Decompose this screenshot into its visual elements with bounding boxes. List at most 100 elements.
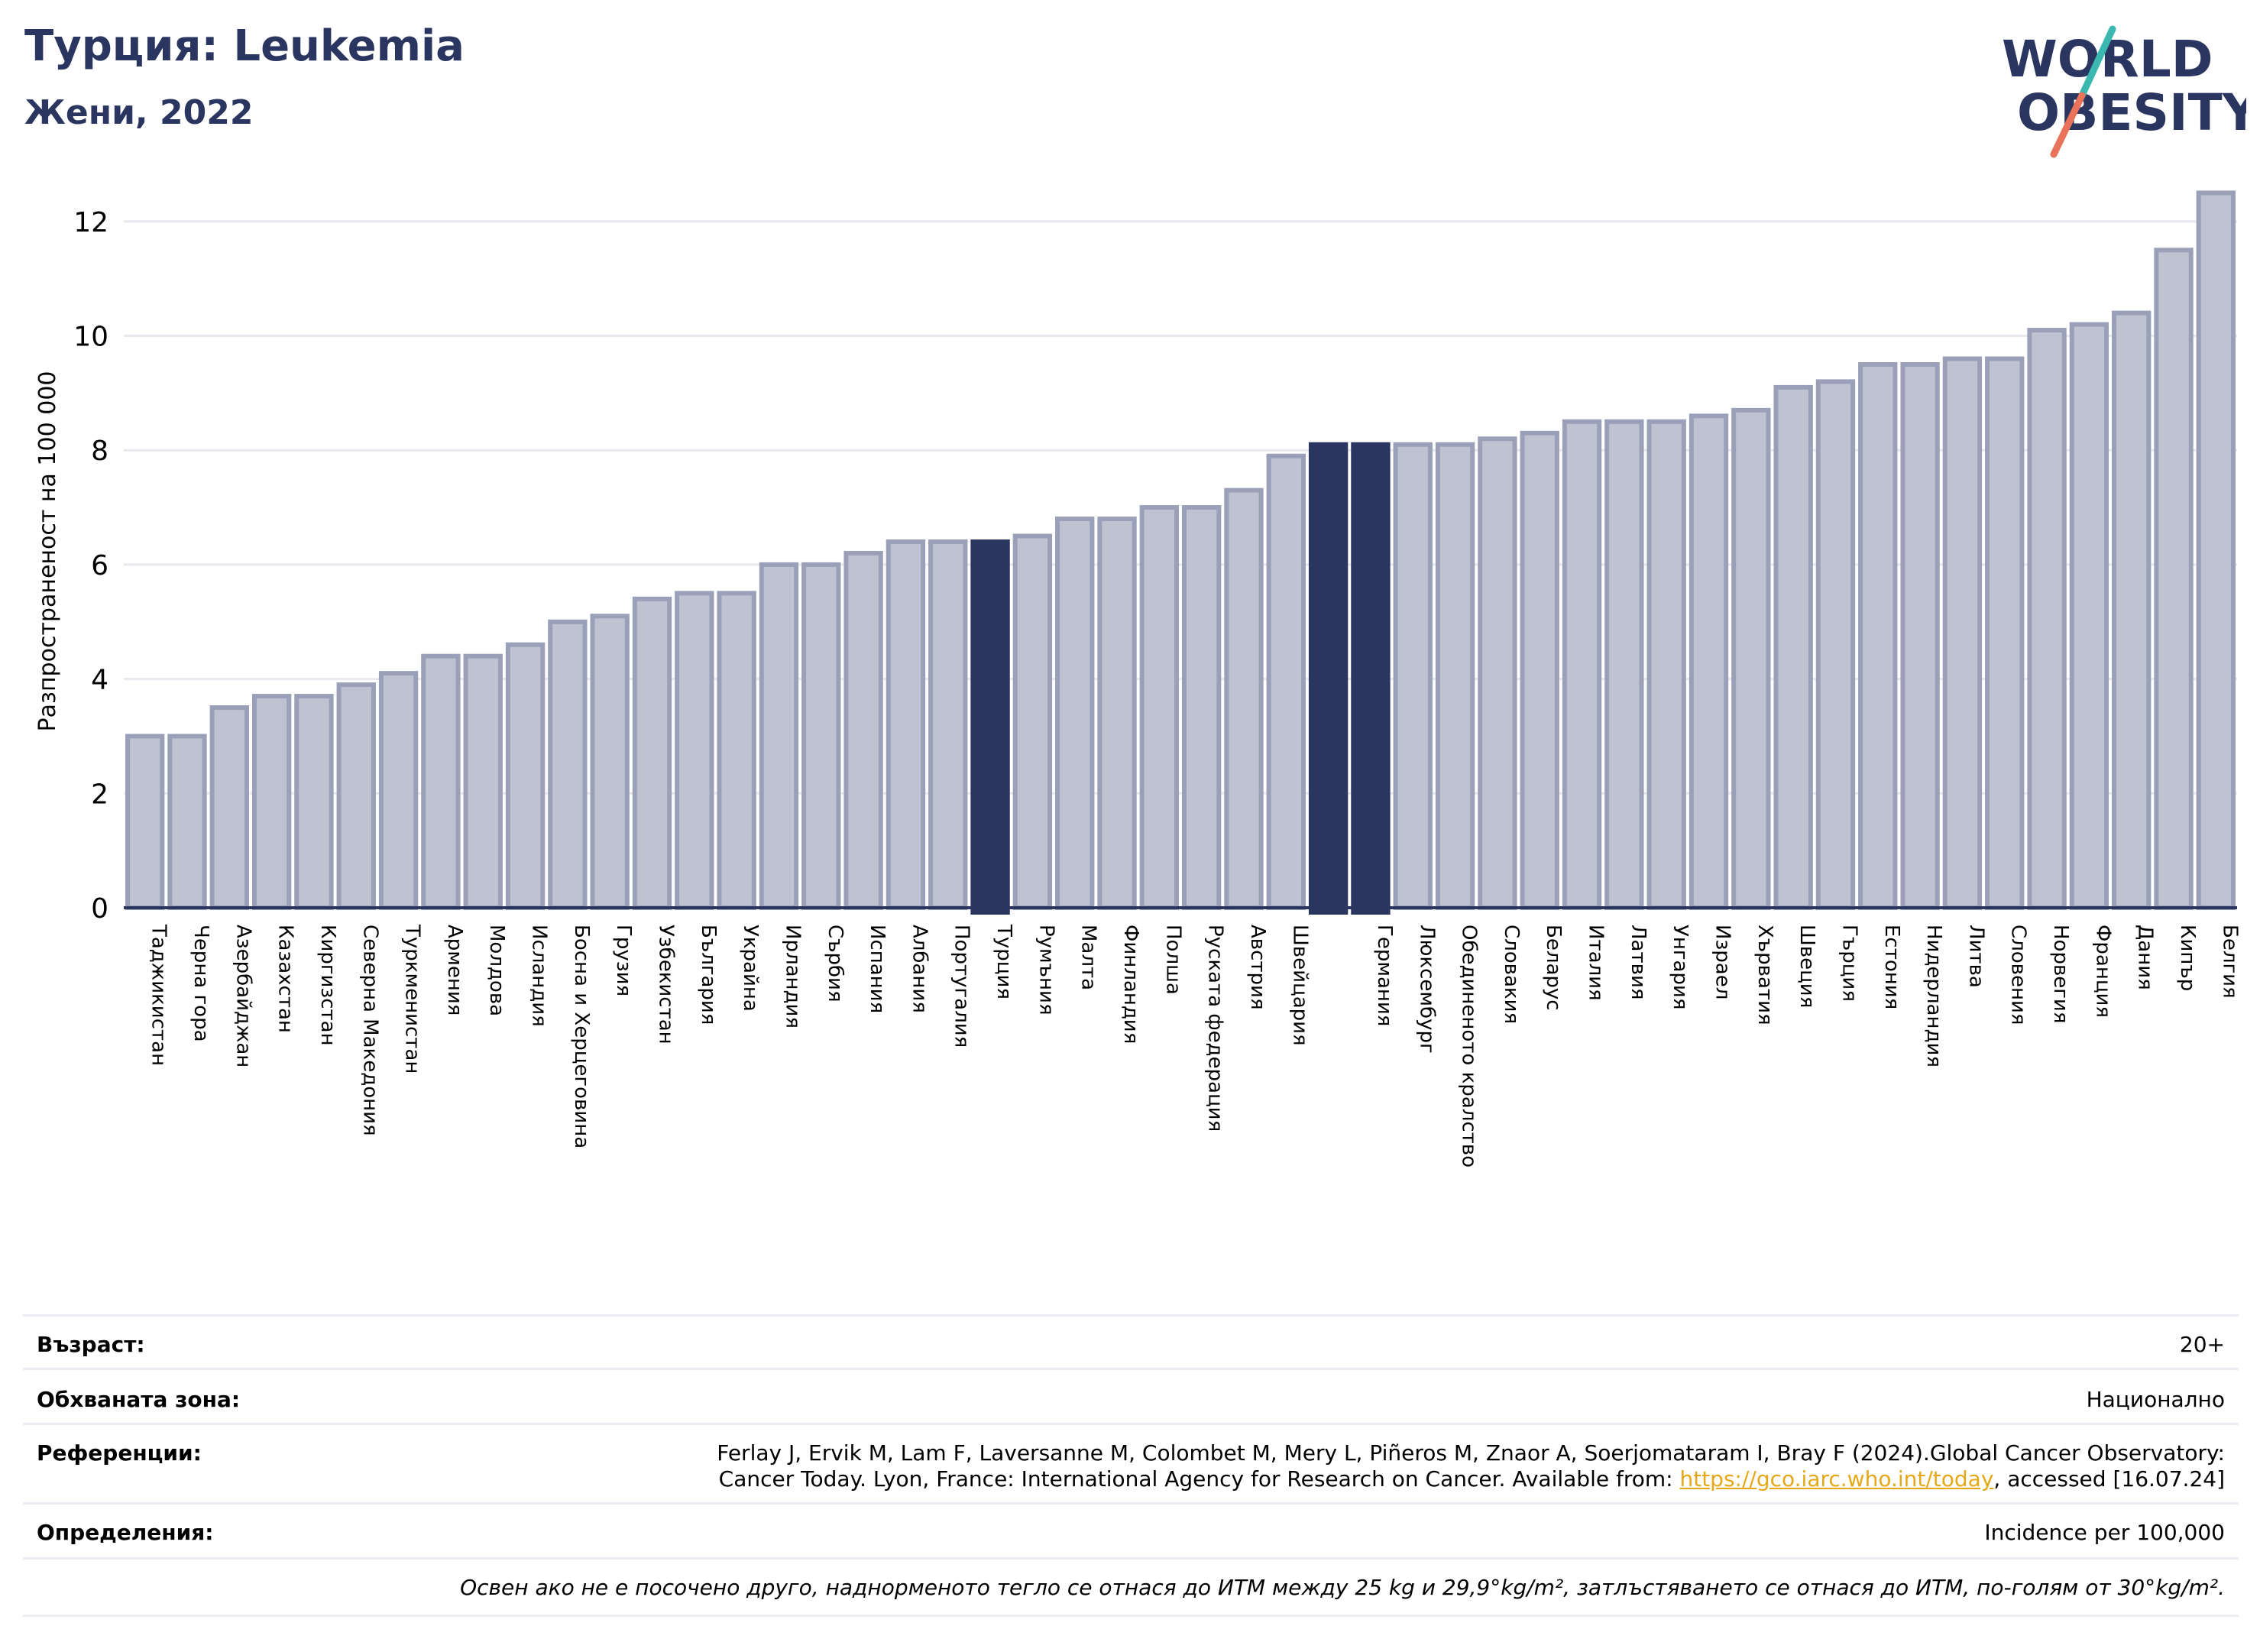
x-tick-label: Малта (1077, 925, 1100, 990)
bar (1942, 356, 1983, 910)
x-tick-label: Латвия (1627, 925, 1650, 1000)
x-tick-label: Руската федерация (1204, 925, 1227, 1132)
x-tick-label: Узбекистан (655, 925, 678, 1045)
x-tick-label: Молдова (485, 925, 508, 1016)
bar (505, 642, 546, 910)
bar (1224, 488, 1264, 910)
info-row-note: Освен ако не е посочено друго, наднормен… (23, 1557, 2239, 1617)
x-tick-label: Ирландия (781, 925, 804, 1028)
bar (1562, 419, 1602, 910)
bar (1266, 453, 1306, 910)
x-tick-label: Албания (908, 925, 931, 1013)
x-tick-label: Полша (1161, 925, 1184, 995)
x-axis-labels: Таджикистан Черна гора Азербайджан Казахста… (147, 924, 2242, 1168)
x-tick-label: Италия (1585, 925, 1608, 1001)
x-tick-label: Словения (2007, 925, 2030, 1025)
bar (1055, 517, 1095, 910)
world-obesity-logo: WORLD OBESITY (2002, 25, 2246, 158)
logo-line2: OBESITY (2017, 83, 2246, 142)
x-tick-label: Таджикистан (147, 924, 170, 1066)
references-line1: Ferlay J, Ervik M, Lam F, Laversanne M, … (717, 1440, 2225, 1466)
bar (2069, 322, 2109, 911)
bar (1773, 384, 1813, 910)
x-tick-label: Испания (866, 925, 889, 1013)
x-tick-label: Черна гора (189, 925, 212, 1042)
x-tick-label: Унгария (1669, 925, 1692, 1009)
bar (2027, 328, 2067, 910)
bar (801, 562, 841, 911)
x-tick-label: Туркменистан (401, 924, 424, 1074)
bar (632, 596, 672, 910)
bar (1985, 356, 2025, 910)
x-tick-label: Дания (2134, 925, 2157, 990)
bars (125, 190, 2236, 915)
x-tick-label: Кипър (2176, 925, 2199, 991)
info-row-area: Обхваната зона: Национално (23, 1368, 2239, 1425)
bar (590, 614, 630, 910)
bar (1815, 379, 1856, 910)
x-tick-label: Румъния (1034, 925, 1057, 1015)
x-tick-label: Северна Македония (358, 925, 381, 1136)
bar (209, 705, 249, 910)
references-line2-pre: Cancer Today. Lyon, France: Internationa… (718, 1466, 1680, 1492)
bar (843, 550, 883, 910)
area-label: Обхваната зона: (37, 1387, 241, 1412)
y-axis-label: Разпространеност на 100 000 (34, 371, 61, 732)
y-tick-label: 2 (91, 779, 108, 810)
y-tick-label: 8 (91, 436, 108, 467)
x-tick-label: Босна и Херцеговина (570, 925, 593, 1148)
bar (759, 562, 799, 911)
x-tick-label: Нидерландия (1922, 925, 1945, 1067)
bar (1139, 505, 1180, 910)
x-tick-label: Беларус (1542, 925, 1565, 1011)
bar (1012, 533, 1053, 910)
definitions-label: Определения: (37, 1520, 214, 1545)
bar (1478, 436, 1517, 910)
bar (1520, 430, 1559, 910)
info-row-definitions: Определения: Incidence per 100,000 (23, 1502, 2239, 1560)
references-label: Референции: (37, 1440, 202, 1466)
y-tick-label: 12 (73, 207, 108, 238)
x-tick-label: Израел (1711, 925, 1734, 999)
page-subtitle: Жени, 2022 (24, 93, 254, 132)
bar (167, 734, 207, 911)
bar (378, 671, 419, 911)
references-link[interactable]: https://gco.iarc.who.int/today (1679, 1466, 1994, 1492)
x-tick-label: Хърватия (1753, 925, 1776, 1025)
bar (336, 682, 376, 910)
x-tick-label: Швеция (1795, 925, 1818, 1008)
x-tick-label: Украйна (739, 925, 762, 1012)
bar (251, 694, 292, 910)
y-tick-label: 4 (91, 665, 108, 696)
info-row-age: Възраст: 20+ (23, 1314, 2239, 1370)
x-tick-label: Белгия (2218, 925, 2241, 999)
x-tick-label: Литва (1964, 925, 1987, 988)
x-tick-label: Португалия (950, 925, 973, 1048)
footnote: Освен ако не е посочено друго, наднормен… (460, 1575, 2225, 1600)
references-value: Ferlay J, Ervik M, Lam F, Laversanne M, … (544, 1440, 2225, 1492)
y-tick-label: 6 (91, 550, 108, 581)
x-tick-label: Исландия (528, 925, 551, 1027)
x-tick-label: Люксембург (1415, 925, 1438, 1054)
x-tick-label: Швейцария (1288, 925, 1311, 1046)
x-tick-label: Франция (2091, 925, 2114, 1018)
info-row-references: Референции: Ferlay J, Ervik M, Lam F, La… (23, 1423, 2239, 1505)
references-line2: Cancer Today. Lyon, France: Internationa… (544, 1466, 2225, 1492)
bar (1181, 505, 1222, 910)
x-tick-label: Естония (1880, 925, 1903, 1009)
x-tick-label: Австрия (1246, 925, 1269, 1010)
x-tick-label: Азербайджан (232, 925, 254, 1067)
bar (1308, 442, 1349, 915)
bar (1393, 442, 1433, 910)
x-tick-label: Киргизстан (316, 925, 339, 1046)
x-tick-label: Армения (443, 925, 466, 1015)
bar (928, 539, 968, 910)
x-tick-label: Турция (992, 924, 1015, 999)
bar (675, 591, 714, 910)
page-title: Турция: Leukemia (24, 21, 465, 71)
y-axis-ticks: 0 2 4 6 8 10 12 (73, 207, 108, 925)
bar (1097, 517, 1137, 910)
bar (548, 619, 588, 910)
x-tick-label: България (697, 925, 720, 1025)
bar (294, 694, 334, 910)
